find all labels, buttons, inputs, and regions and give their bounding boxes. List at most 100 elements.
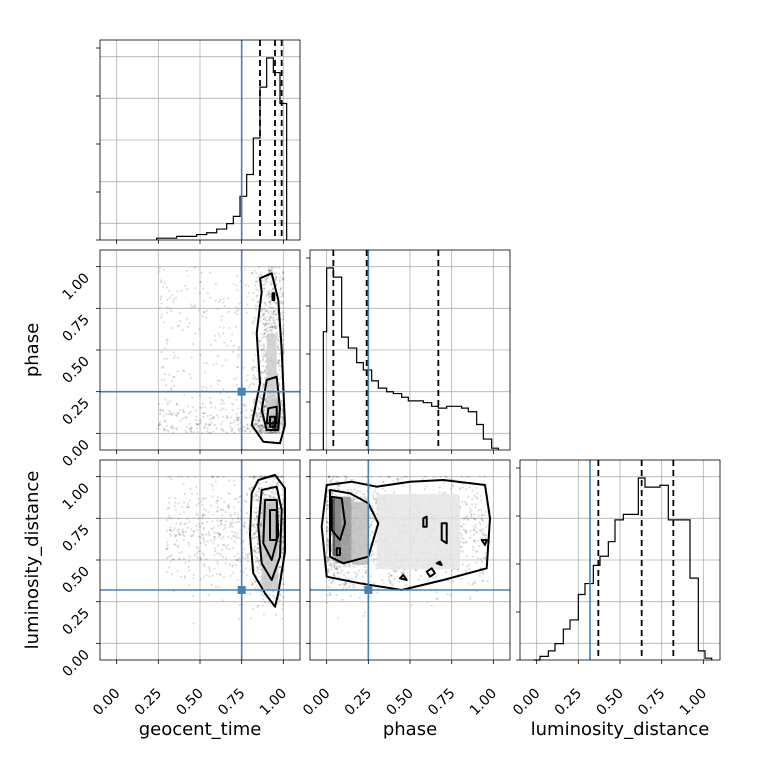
scatter-point (269, 295, 272, 298)
scatter-point (226, 416, 229, 419)
scatter-point (282, 489, 285, 492)
scatter-point (203, 541, 206, 544)
scatter-point (253, 549, 256, 553)
scatter-point (165, 548, 168, 551)
scatter-point (274, 431, 277, 434)
scatter-point (256, 425, 259, 428)
scatter-point (231, 409, 234, 412)
scatter-point (176, 356, 179, 359)
scatter-point (397, 477, 400, 480)
scatter-point (193, 306, 196, 309)
scatter-point (339, 571, 342, 574)
scatter-point (263, 350, 266, 353)
scatter-point (201, 534, 204, 537)
scatter-point (246, 427, 249, 430)
scatter-point (233, 531, 236, 534)
scatter-point (271, 491, 274, 494)
scatter-point (264, 278, 267, 281)
scatter-point (169, 411, 173, 414)
scatter-point (202, 416, 205, 419)
scatter-point (170, 388, 173, 391)
scatter-point (244, 430, 247, 433)
scatter-point (237, 428, 240, 431)
scatter-point (259, 429, 262, 432)
scatter-point (265, 431, 268, 434)
scatter-point (267, 265, 270, 268)
scatter-point (188, 556, 191, 559)
scatter-point (255, 526, 258, 530)
scatter-point (278, 431, 281, 434)
scatter-point (462, 550, 465, 553)
scatter-point (252, 536, 255, 539)
scatter-point (266, 292, 269, 295)
scatter-point (387, 575, 390, 579)
scatter-point (174, 543, 177, 546)
scatter-point (231, 427, 234, 431)
scatter-point (165, 429, 168, 432)
scatter-point (248, 487, 251, 490)
scatter-point (163, 429, 166, 432)
scatter-point (282, 539, 285, 542)
scatter-point (257, 300, 260, 303)
scatter-point (167, 413, 170, 416)
scatter-point (369, 523, 372, 526)
scatter-point (235, 376, 238, 379)
scatter-point (485, 525, 488, 528)
scatter-point (178, 531, 181, 534)
scatter-point (282, 349, 285, 352)
scatter-point (172, 351, 175, 354)
scatter-point (246, 556, 249, 560)
scatter-point (251, 298, 254, 301)
scatter-point (459, 488, 462, 491)
scatter-point (195, 422, 198, 425)
scatter-point (225, 557, 228, 560)
scatter-point (260, 424, 263, 427)
scatter-point (280, 399, 283, 403)
scatter-point (211, 495, 214, 498)
scatter-point (256, 421, 259, 424)
scatter-point (281, 293, 284, 296)
scatter-point (220, 428, 223, 431)
scatter-point (352, 565, 355, 569)
scatter-point (258, 487, 261, 490)
scatter-point (255, 498, 258, 501)
scatter-point (243, 268, 246, 271)
scatter-point (357, 490, 360, 493)
scatter-point (183, 575, 186, 578)
scatter-point (269, 295, 272, 298)
scatter-point (272, 316, 275, 319)
scatter-point (256, 569, 259, 572)
scatter-point (178, 532, 181, 536)
scatter-point (275, 308, 278, 311)
scatter-point (235, 521, 238, 524)
scatter-point (250, 537, 254, 540)
scatter-point (275, 483, 278, 486)
scatter-point (257, 567, 260, 570)
scatter-point (268, 300, 271, 304)
scatter-point (253, 498, 256, 501)
scatter-point (253, 518, 256, 522)
scatter-point (237, 348, 240, 351)
scatter-point (343, 573, 346, 577)
scatter-point (281, 410, 284, 413)
scatter-point (181, 417, 184, 420)
scatter-point (245, 311, 248, 315)
scatter-point (262, 613, 265, 616)
scatter-point (471, 489, 474, 492)
scatter-point (253, 549, 256, 553)
scatter-point (161, 285, 165, 289)
scatter-point (381, 579, 384, 582)
scatter-point (255, 295, 258, 298)
scatter-point (271, 290, 274, 293)
scatter-point (269, 329, 272, 332)
scatter-point (263, 594, 266, 597)
scatter-point (275, 318, 279, 321)
scatter-point (444, 491, 447, 494)
scatter-point (203, 526, 206, 529)
scatter-point (282, 423, 285, 426)
scatter-point (462, 537, 465, 541)
scatter-point (274, 324, 277, 327)
scatter-point (462, 523, 465, 526)
scatter-point (262, 314, 265, 317)
scatter-point (211, 475, 214, 478)
